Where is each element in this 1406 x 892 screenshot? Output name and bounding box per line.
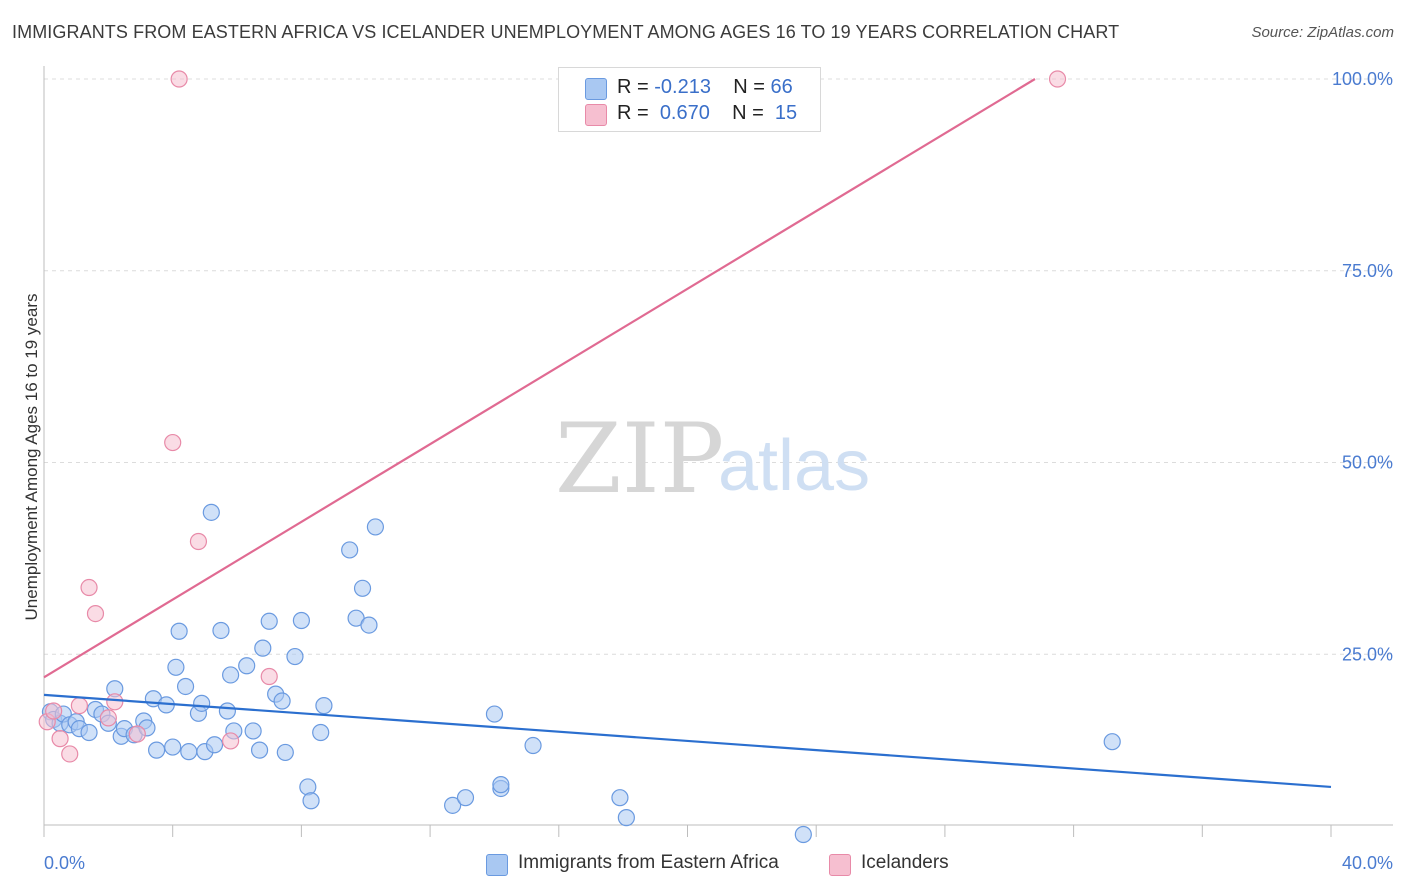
point-eastern-africa [341, 541, 359, 559]
stats-legend: R = -0.213 N = 66 R = 0.670 N = 15 [558, 67, 821, 132]
point-eastern-africa [180, 743, 198, 761]
x-tick-label: 40.0% [1342, 853, 1393, 873]
point-eastern-africa [456, 789, 475, 807]
point-eastern-africa [218, 702, 236, 720]
watermark: ZIP atlas [555, 403, 870, 515]
series-eastern-africa [41, 503, 1121, 844]
point-eastern-africa [167, 658, 185, 676]
point-icelander [99, 709, 117, 727]
point-eastern-africa [794, 825, 812, 844]
source-credit: Source: ZipAtlas.com [1251, 24, 1394, 41]
legend-n-value: 66 [770, 76, 793, 98]
point-eastern-africa [176, 677, 195, 696]
point-eastern-africa [617, 809, 635, 827]
point-eastern-africa [1103, 733, 1121, 751]
bottom-legend-swatch-pink [829, 854, 851, 876]
point-eastern-africa [80, 723, 98, 742]
trend-line-eastern-africa [43, 693, 1332, 789]
bottom-legend-swatch-blue [486, 854, 508, 876]
point-icelander [189, 532, 208, 551]
point-eastern-africa [492, 776, 510, 794]
legend-n-value: 15 [774, 102, 798, 124]
chart-title: IMMIGRANTS FROM EASTERN AFRICA VS ICELAN… [12, 22, 1120, 42]
legend-n-label: N = [733, 76, 765, 98]
point-icelander [70, 697, 88, 715]
y-axis-label: Unemployment Among Ages 16 to 19 years [22, 294, 41, 621]
point-icelander [128, 725, 146, 743]
x-tick-label: 0.0% [44, 853, 85, 873]
series-icelanders [38, 70, 1067, 763]
y-tick-label: 50.0% [1342, 453, 1393, 473]
x-tick-labels: 0.0% 40.0% [44, 853, 1393, 873]
point-icelander [61, 745, 79, 763]
point-eastern-africa [205, 736, 224, 754]
point-icelander [170, 70, 188, 88]
y-tick-labels: 25.0% 50.0% 75.0% 100.0% [1332, 69, 1393, 664]
point-eastern-africa [212, 621, 230, 640]
point-icelander [1048, 70, 1067, 88]
point-eastern-africa [254, 639, 272, 657]
y-tick-label: 75.0% [1342, 261, 1393, 281]
watermark-zip: ZIP [555, 403, 724, 515]
legend-swatch-blue [585, 78, 607, 100]
trend-lines [43, 78, 1332, 789]
point-eastern-africa [360, 616, 378, 634]
legend-swatch-pink [585, 104, 607, 126]
point-eastern-africa [312, 723, 330, 742]
point-eastern-africa [202, 503, 220, 521]
y-tick-label: 25.0% [1342, 644, 1393, 664]
point-eastern-africa [444, 796, 462, 814]
point-eastern-africa [302, 792, 320, 810]
watermark-atlas: atlas [718, 426, 870, 506]
point-eastern-africa [315, 697, 333, 715]
point-eastern-africa [611, 789, 629, 807]
legend-r-label: R = [617, 76, 649, 98]
point-eastern-africa [276, 743, 294, 762]
point-eastern-africa [164, 738, 182, 756]
point-icelander [260, 667, 278, 686]
point-icelander [164, 433, 182, 452]
y-tick-label: 100.0% [1332, 69, 1393, 89]
trend-line-icelanders [43, 78, 1036, 679]
point-eastern-africa [353, 579, 372, 597]
point-eastern-africa [292, 611, 310, 630]
point-eastern-africa [244, 722, 262, 740]
point-eastern-africa [222, 666, 240, 684]
legend-r-value: -0.213 [654, 76, 711, 98]
point-eastern-africa [193, 694, 211, 712]
point-icelander [51, 730, 69, 748]
point-eastern-africa [260, 612, 278, 630]
point-eastern-africa [286, 647, 304, 666]
legend-r-label: R = [617, 102, 649, 124]
point-icelander [45, 702, 63, 720]
point-eastern-africa [250, 741, 269, 759]
legend-n-label: N = [732, 102, 764, 124]
point-eastern-africa [366, 518, 385, 536]
point-eastern-africa [170, 622, 188, 640]
legend-r-value: 0.670 [659, 102, 710, 124]
axes [43, 66, 1393, 837]
point-eastern-africa [238, 657, 256, 675]
point-eastern-africa [148, 741, 166, 759]
point-eastern-africa [273, 692, 291, 710]
gridlines [44, 78, 1393, 655]
bottom-legend-label: Icelanders [861, 852, 949, 873]
point-icelander [80, 578, 98, 597]
point-icelander [222, 732, 240, 750]
bottom-legend-label: Immigrants from Eastern Africa [518, 852, 779, 873]
point-eastern-africa [524, 736, 542, 755]
point-icelander [106, 693, 124, 711]
point-icelander [86, 604, 105, 623]
point-eastern-africa [485, 705, 504, 723]
